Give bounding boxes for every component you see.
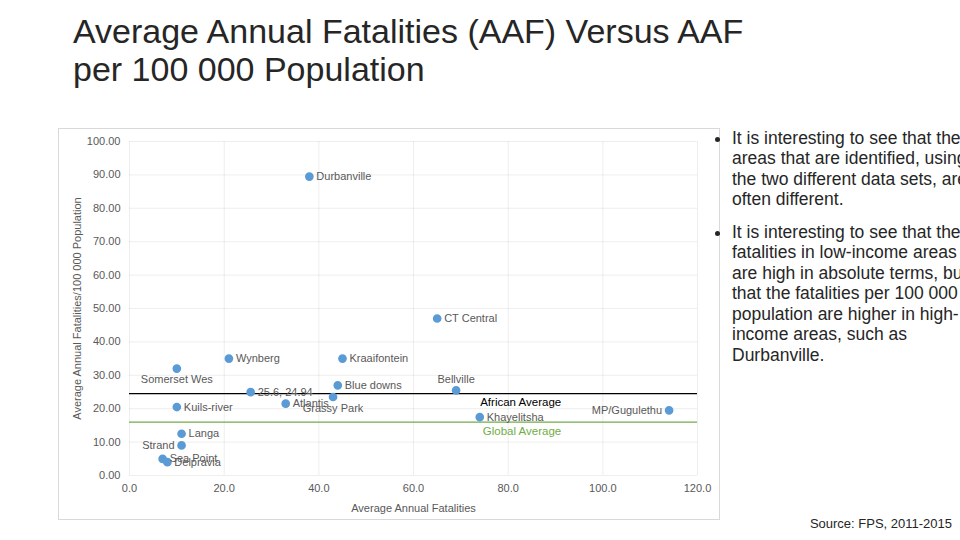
svg-text:40.00: 40.00 [93,335,121,347]
svg-text:20.00: 20.00 [93,402,121,414]
svg-text:Blue downs: Blue downs [345,379,402,391]
svg-text:100.0: 100.0 [589,482,617,494]
svg-text:10.00: 10.00 [93,436,121,448]
svg-text:Strand: Strand [142,439,174,451]
svg-text:60.00: 60.00 [93,269,121,281]
svg-text:Kraaifontein: Kraaifontein [350,352,409,364]
svg-text:MP/Gugulethu: MP/Gugulethu [592,404,662,416]
svg-text:Langa: Langa [189,427,220,439]
svg-text:African Average: African Average [480,396,561,408]
svg-text:0.0: 0.0 [122,482,137,494]
html-text:Source: FPS, 2011-2015: Source: FPS, 2011-2015 [809,516,952,531]
html-text:Average Annual Fatalities (AAF: Average Annual Fatalities (AAF) Versus A… [73,12,744,89]
svg-text:Grassy Park: Grassy Park [303,402,364,414]
svg-text:Delpravia: Delpravia [174,456,221,468]
svg-text:60.0: 60.0 [403,482,424,494]
svg-text:Average Annual Fatalities/100: Average Annual Fatalities/100 000 Popula… [71,197,83,419]
svg-text:25.6, 24.94: 25.6, 24.94 [258,386,313,398]
svg-text:Bellville: Bellville [437,373,474,385]
svg-text:40.0: 40.0 [308,482,329,494]
svg-text:Khayelitsha: Khayelitsha [487,411,545,423]
svg-text:Kuils-river: Kuils-river [184,401,233,413]
svg-text:CT Central: CT Central [444,312,497,324]
svg-text:100.00: 100.00 [87,135,121,147]
svg-text:0.00: 0.00 [99,469,120,481]
svg-text:90.00: 90.00 [93,168,121,180]
svg-text:80.0: 80.0 [497,482,518,494]
svg-text:30.00: 30.00 [93,369,121,381]
svg-text:120.0: 120.0 [684,482,712,494]
svg-text:50.00: 50.00 [93,302,121,314]
svg-text:80.00: 80.00 [93,202,121,214]
svg-text:Somerset Wes: Somerset Wes [141,373,213,385]
svg-text:Global Average: Global Average [483,425,561,437]
svg-text:Durbanville: Durbanville [316,170,371,182]
svg-text:70.00: 70.00 [93,235,121,247]
svg-text:Wynberg: Wynberg [236,352,280,364]
svg-text:Average Annual Fatalities: Average Annual Fatalities [351,502,476,514]
svg-text:20.0: 20.0 [213,482,234,494]
